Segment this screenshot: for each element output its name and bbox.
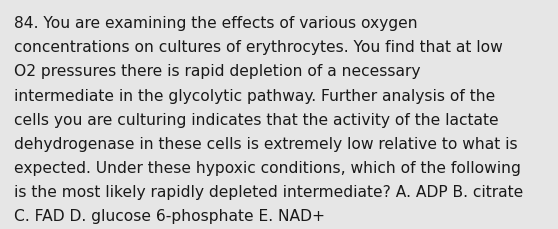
Text: O2 pressures there is rapid depletion of a necessary: O2 pressures there is rapid depletion of… [14,64,420,79]
Text: 84. You are examining the effects of various oxygen: 84. You are examining the effects of var… [14,16,417,31]
Text: dehydrogenase in these cells is extremely low relative to what is: dehydrogenase in these cells is extremel… [14,136,518,151]
Text: concentrations on cultures of erythrocytes. You find that at low: concentrations on cultures of erythrocyt… [14,40,503,55]
Text: intermediate in the glycolytic pathway. Further analysis of the: intermediate in the glycolytic pathway. … [14,88,495,103]
Text: cells you are culturing indicates that the activity of the lactate: cells you are culturing indicates that t… [14,112,499,127]
Text: expected. Under these hypoxic conditions, which of the following: expected. Under these hypoxic conditions… [14,160,521,175]
Text: C. FAD D. glucose 6-phosphate E. NAD+: C. FAD D. glucose 6-phosphate E. NAD+ [14,208,325,223]
Text: is the most likely rapidly depleted intermediate? A. ADP B. citrate: is the most likely rapidly depleted inte… [14,184,523,199]
